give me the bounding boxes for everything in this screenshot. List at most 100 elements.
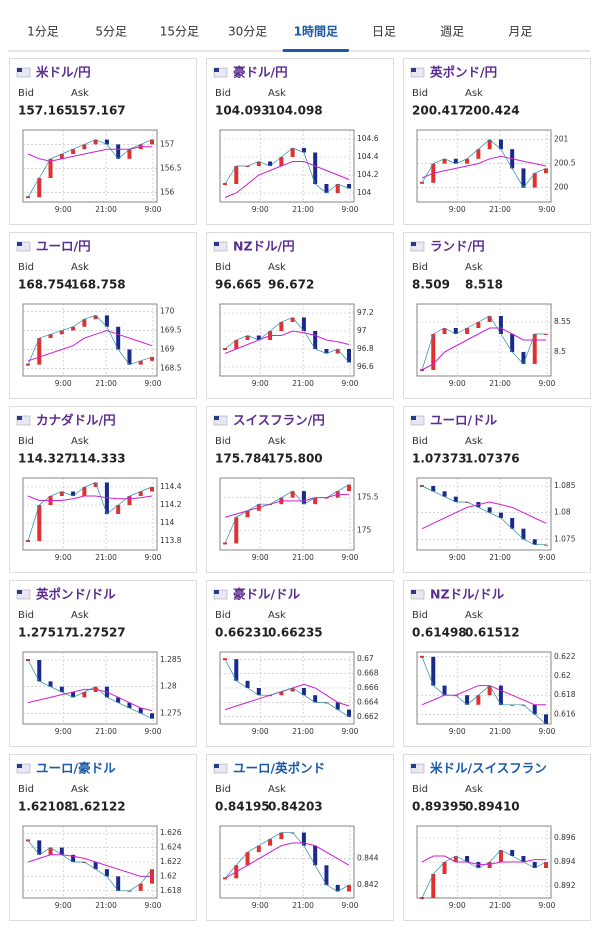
- flag: [213, 589, 228, 600]
- tab[interactable]: 30分足: [228, 25, 267, 39]
- candle: [82, 862, 87, 863]
- bid-price: 114.327: [18, 452, 73, 466]
- candle: [476, 695, 481, 705]
- pair-name[interactable]: NZドル/ドル: [430, 587, 505, 602]
- candle: [313, 695, 318, 703]
- flag: [213, 763, 228, 774]
- candle: [498, 685, 503, 705]
- moving-average: [27, 854, 152, 877]
- candle: [234, 517, 239, 544]
- y-tick-label: 169: [160, 344, 175, 353]
- x-tick-label: 21:00: [292, 901, 314, 910]
- flag: [410, 415, 425, 426]
- moving-average: [421, 685, 546, 706]
- pair-name[interactable]: NZドル/円: [233, 239, 295, 254]
- candle: [104, 869, 109, 877]
- flag-mark: [411, 242, 416, 246]
- y-tick-label: 156.5: [160, 163, 182, 172]
- candle: [127, 702, 132, 708]
- flag-mark: [17, 68, 22, 72]
- candle: [82, 144, 87, 150]
- pair-name[interactable]: 英ポンド/円: [430, 65, 497, 80]
- price-line: [421, 315, 546, 371]
- moving-average: [27, 329, 153, 362]
- candle: [301, 491, 306, 505]
- y-tick-label: 1.626: [160, 828, 182, 837]
- y-tick-label: 104: [357, 188, 372, 197]
- x-tick-label: 9:00: [145, 553, 162, 562]
- pair-name[interactable]: 英ポンド/ドル: [36, 587, 116, 602]
- pair-name[interactable]: 豪ドル/円: [233, 65, 288, 80]
- candle: [431, 486, 436, 492]
- flag-mark: [17, 242, 22, 246]
- x-tick-label: 9:00: [145, 901, 162, 910]
- y-tick-label: 1.618: [160, 886, 182, 895]
- candle: [465, 328, 470, 334]
- candle: [279, 322, 284, 331]
- candle: [521, 168, 526, 188]
- pair-name[interactable]: ユーロ/英ポンド: [233, 761, 325, 776]
- price-line: [421, 849, 547, 899]
- flag: [16, 763, 31, 774]
- x-tick-label: 9:00: [252, 205, 269, 214]
- y-tick-label: 0.67: [357, 654, 374, 663]
- y-tick-label: 1.08: [554, 508, 571, 517]
- bid-price: 200.417: [412, 104, 467, 118]
- active-tab-underline: [282, 49, 349, 52]
- candle: [127, 890, 132, 892]
- bid-label: Bid: [215, 610, 231, 621]
- tab[interactable]: 1時間足: [294, 24, 338, 39]
- candle: [245, 335, 250, 340]
- pair-name[interactable]: ユーロ/豪ドル: [36, 761, 116, 776]
- y-tick-label: 0.662: [357, 712, 379, 721]
- candle: [138, 708, 143, 714]
- y-tick-label: 1.275: [160, 708, 182, 717]
- price-line: [421, 656, 547, 725]
- x-tick-label: 9:00: [342, 901, 359, 910]
- candle: [138, 883, 143, 891]
- bid-label: Bid: [412, 436, 428, 447]
- flag: [213, 415, 228, 426]
- candle: [256, 335, 261, 340]
- chart-frame: [416, 825, 552, 899]
- candle: [48, 681, 53, 687]
- candle: [59, 847, 64, 855]
- y-tick-label: 97.2: [357, 308, 374, 317]
- moving-average: [224, 161, 350, 198]
- pair-name[interactable]: スイスフラン/円: [233, 413, 325, 428]
- candle: [498, 139, 503, 150]
- pair-name[interactable]: 米ドル/円: [35, 65, 91, 80]
- pair-name[interactable]: ランド/円: [430, 239, 485, 254]
- bid-label: Bid: [18, 88, 34, 99]
- x-tick-label: 9:00: [539, 553, 556, 562]
- tab[interactable]: 15分足: [160, 25, 199, 39]
- y-tick-label: 1.075: [554, 534, 576, 543]
- y-tick-label: 170: [160, 307, 175, 316]
- tab[interactable]: 月足: [508, 25, 532, 39]
- pair-name[interactable]: カナダドル/円: [36, 413, 116, 428]
- moving-average: [421, 855, 546, 865]
- candle: [37, 505, 42, 541]
- candle: [301, 148, 306, 153]
- ask-label: Ask: [465, 784, 483, 795]
- pair-name[interactable]: ユーロ/ドル: [430, 413, 498, 428]
- ask-label: Ask: [465, 262, 483, 273]
- pair-name[interactable]: 豪ドル/ドル: [233, 587, 301, 602]
- candle: [301, 688, 306, 696]
- pair-name[interactable]: ユーロ/円: [36, 239, 91, 254]
- candle: [487, 685, 492, 696]
- candle: [48, 158, 53, 178]
- candle: [71, 326, 76, 331]
- pair-name[interactable]: 米ドル/スイスフラン: [429, 761, 547, 776]
- bid-price: 104.093: [215, 104, 270, 118]
- candle: [82, 692, 87, 698]
- ask-label: Ask: [465, 88, 483, 99]
- tab[interactable]: 1分足: [27, 25, 59, 39]
- tab[interactable]: 日足: [372, 25, 396, 39]
- candle: [544, 334, 548, 335]
- y-tick-label: 0.622: [554, 652, 576, 661]
- candle: [544, 714, 548, 724]
- tab[interactable]: 週足: [440, 25, 464, 39]
- candle: [93, 315, 98, 320]
- tab[interactable]: 5分足: [95, 25, 127, 39]
